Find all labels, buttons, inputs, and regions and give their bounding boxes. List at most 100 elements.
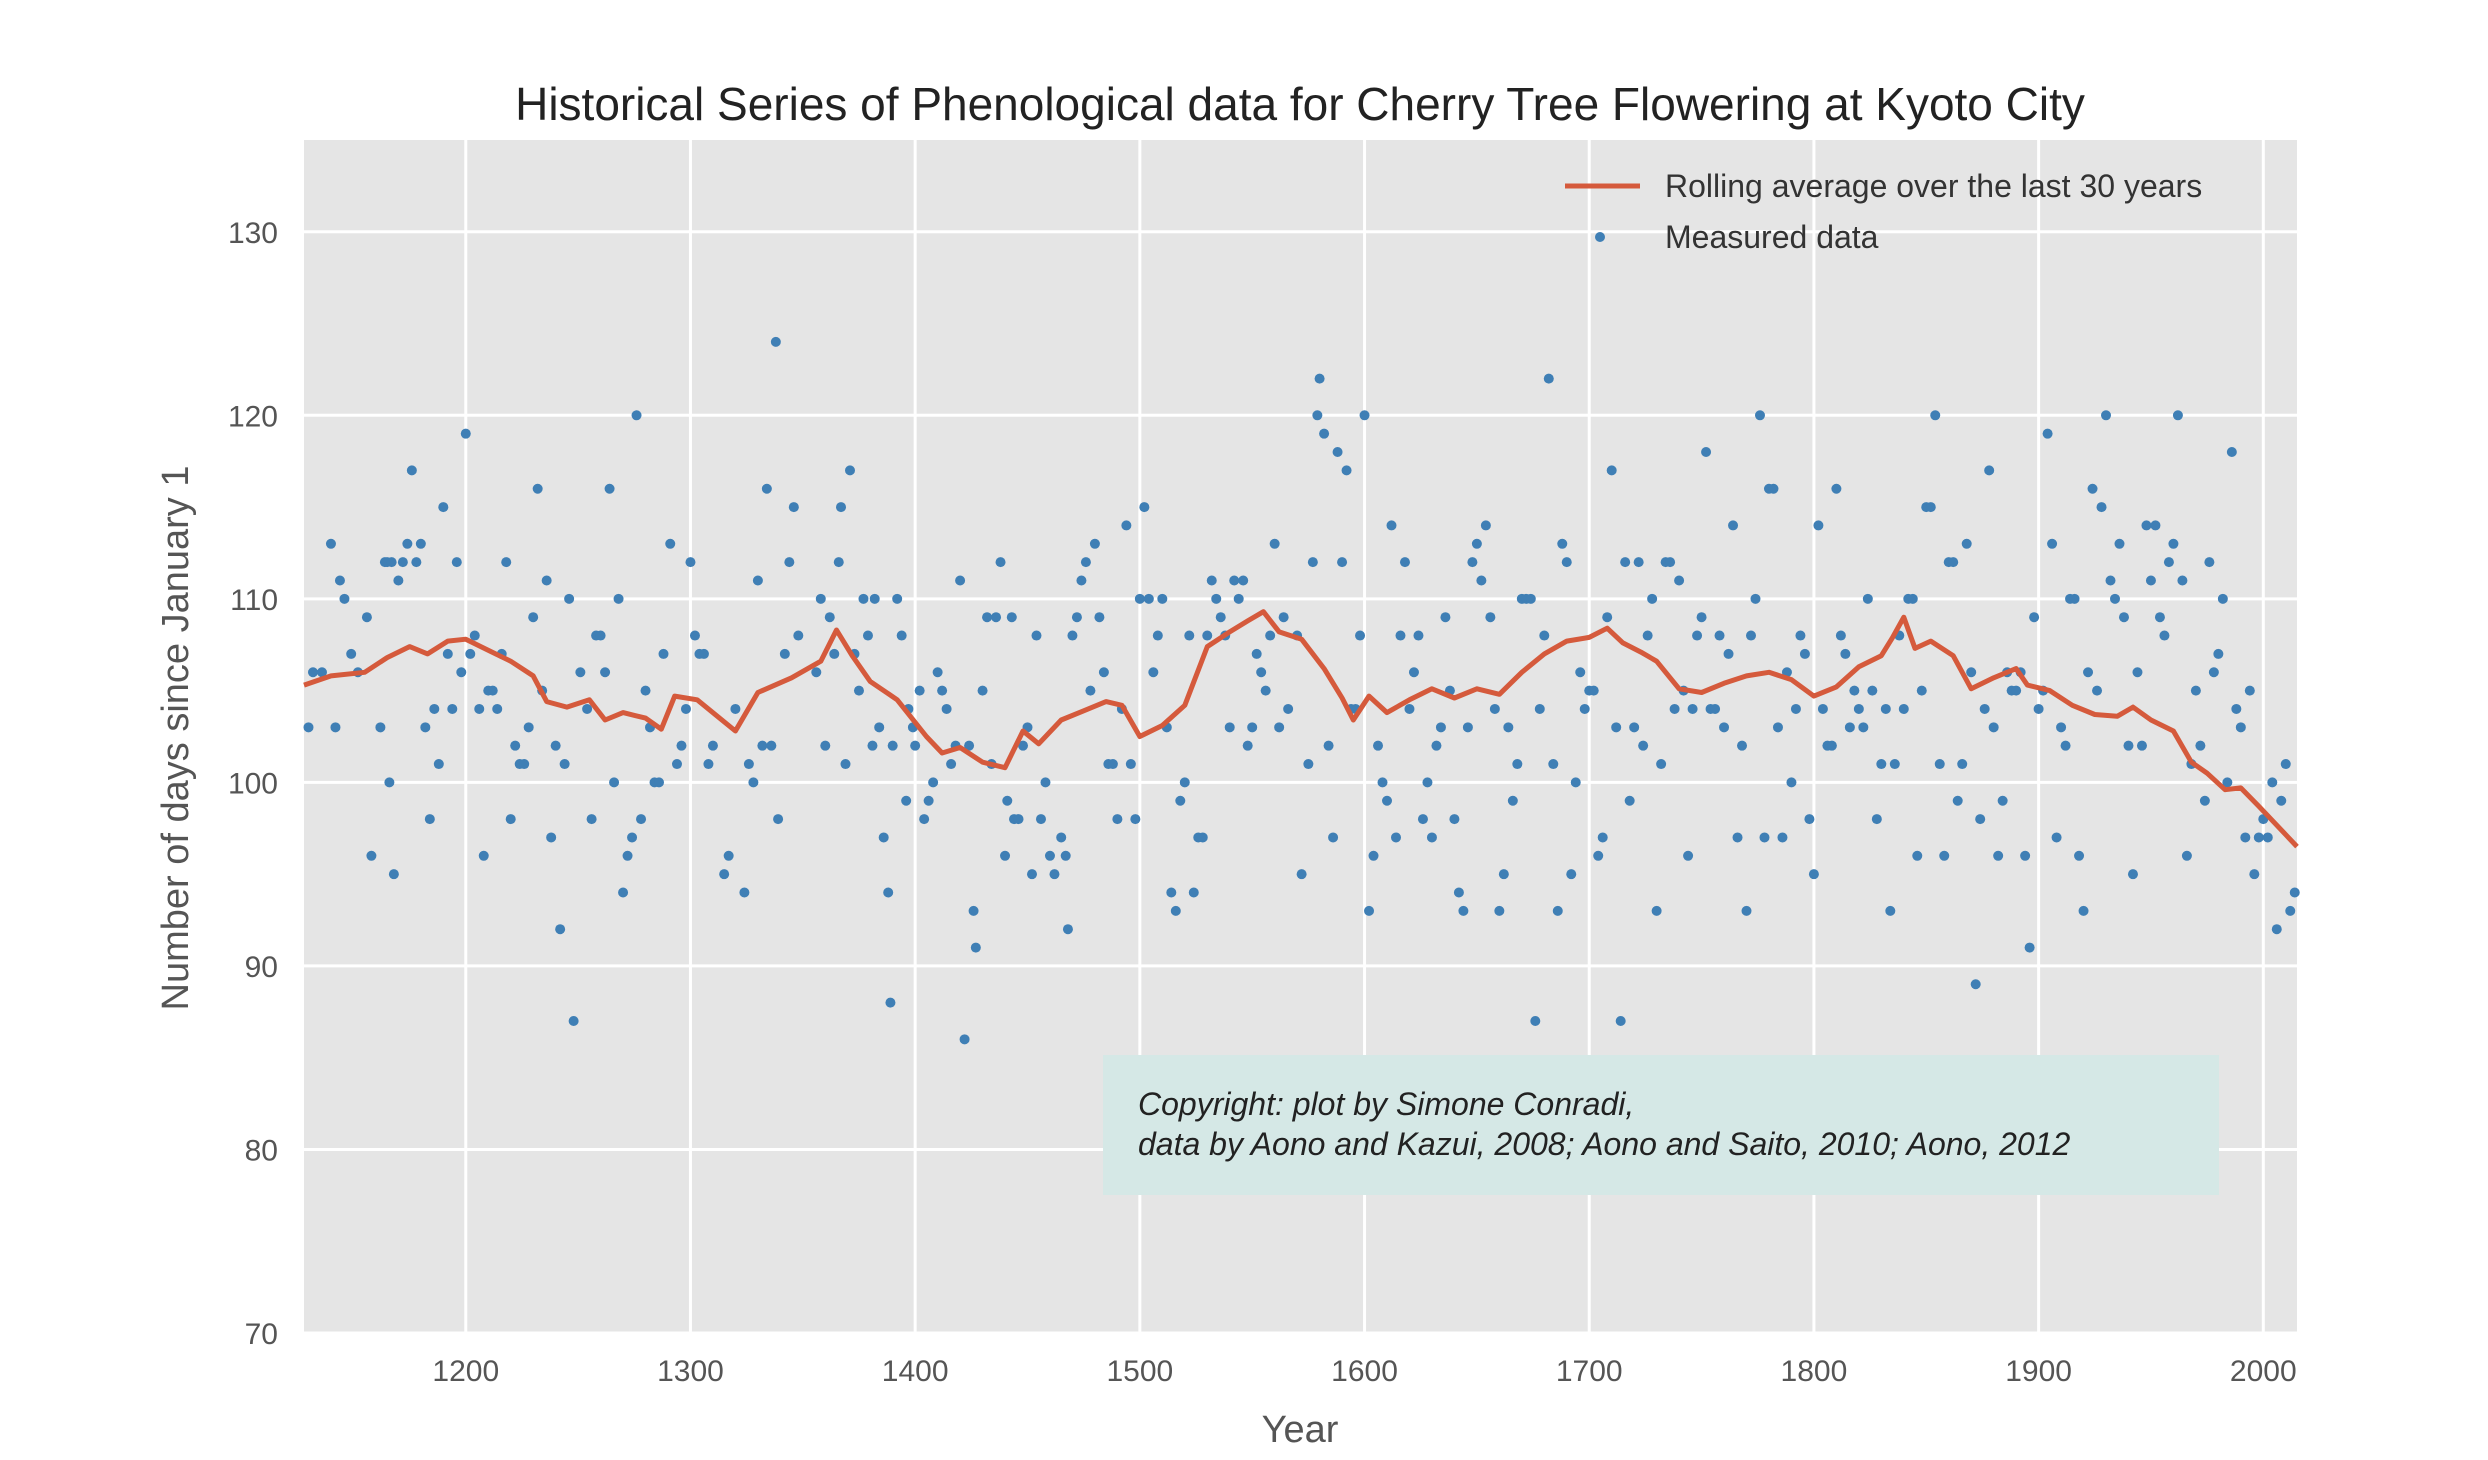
data-point [1013, 814, 1024, 825]
data-point [665, 538, 676, 549]
data-point [2078, 905, 2089, 916]
data-point [2011, 685, 2022, 696]
data-point [946, 759, 957, 770]
data-point [840, 759, 851, 770]
data-point [438, 502, 449, 513]
data-point [1844, 722, 1855, 733]
data-point [1772, 722, 1783, 733]
data-point [1359, 410, 1370, 421]
data-point [1355, 630, 1366, 641]
data-point [1283, 703, 1294, 714]
data-point [1408, 667, 1419, 678]
data-point [2289, 887, 2300, 898]
data-point [1098, 667, 1109, 678]
data-point [844, 465, 855, 476]
data-point [429, 703, 440, 714]
data-point [869, 593, 880, 604]
data-point [2101, 410, 2112, 421]
data-point [2271, 924, 2282, 935]
data-point [595, 630, 606, 641]
rolling-average-line [303, 609, 2299, 849]
data-point [1952, 795, 1963, 806]
data-point [2253, 832, 2264, 843]
data-point [1503, 722, 1514, 733]
data-point [1431, 740, 1442, 751]
data-point [1534, 703, 1545, 714]
x-tick-label: 1700 [1556, 1355, 1623, 1388]
data-point [887, 740, 898, 751]
data-point [2141, 520, 2152, 531]
data-point [1224, 722, 1235, 733]
data-point [1696, 612, 1707, 623]
data-point [2163, 557, 2174, 568]
chart-title: Historical Series of Phenological data f… [515, 78, 2085, 130]
data-point [1089, 538, 1100, 549]
data-point [1044, 850, 1055, 861]
data-point [1076, 575, 1087, 586]
data-point [2020, 850, 2031, 861]
data-point [492, 703, 503, 714]
data-point [1480, 520, 1491, 531]
data-point [2244, 685, 2255, 696]
data-point [1489, 703, 1500, 714]
data-point [346, 648, 357, 659]
data-point [1768, 483, 1779, 494]
data-point [361, 612, 372, 623]
data-point [901, 795, 912, 806]
data-point [447, 703, 458, 714]
data-point [1413, 630, 1424, 641]
data-point [703, 759, 714, 770]
data-point [2226, 447, 2237, 458]
data-point [2240, 832, 2251, 843]
data-point [1512, 759, 1523, 770]
data-point [2208, 667, 2219, 678]
data-point [1898, 703, 1909, 714]
data-point [397, 557, 408, 568]
data-point [420, 722, 431, 733]
data-point [388, 869, 399, 880]
data-point [1031, 630, 1042, 641]
data-point [2199, 795, 2210, 806]
data-point [1049, 869, 1060, 880]
data-point [465, 648, 476, 659]
data-point [334, 575, 345, 586]
data-point [1714, 630, 1725, 641]
data-point [2213, 648, 2224, 659]
data-point [959, 1034, 970, 1045]
data-point [1723, 648, 1734, 659]
data-point [1817, 703, 1828, 714]
data-point [2074, 850, 2085, 861]
data-point [559, 759, 570, 770]
data-point [1006, 612, 1017, 623]
data-point [1638, 740, 1649, 751]
data-point [1143, 593, 1154, 604]
data-point [829, 648, 840, 659]
data-point [1925, 502, 1936, 513]
data-point [1426, 832, 1437, 843]
data-point [1395, 630, 1406, 641]
data-point [386, 557, 397, 568]
data-point [1134, 593, 1145, 604]
data-point [1364, 905, 1375, 916]
data-point [1606, 465, 1617, 476]
data-point [1620, 557, 1631, 568]
data-point [1804, 814, 1815, 825]
data-point [761, 483, 772, 494]
data-point [1071, 612, 1082, 623]
data-point [1152, 630, 1163, 641]
data-point [1561, 557, 1572, 568]
legend-label-rolling: Rolling average over the last 30 years [1665, 168, 2202, 204]
data-point [784, 557, 795, 568]
data-point [671, 759, 682, 770]
data-point [2083, 667, 2094, 678]
data-point [1382, 795, 1393, 806]
data-point [2195, 740, 2206, 751]
data-point [1467, 557, 1478, 568]
data-point [914, 685, 925, 696]
data-point [1597, 832, 1608, 843]
data-point [1885, 905, 1896, 916]
data-point [1930, 410, 1941, 421]
data-point [1000, 850, 1011, 861]
data-point [2092, 685, 2103, 696]
data-point [1710, 703, 1721, 714]
